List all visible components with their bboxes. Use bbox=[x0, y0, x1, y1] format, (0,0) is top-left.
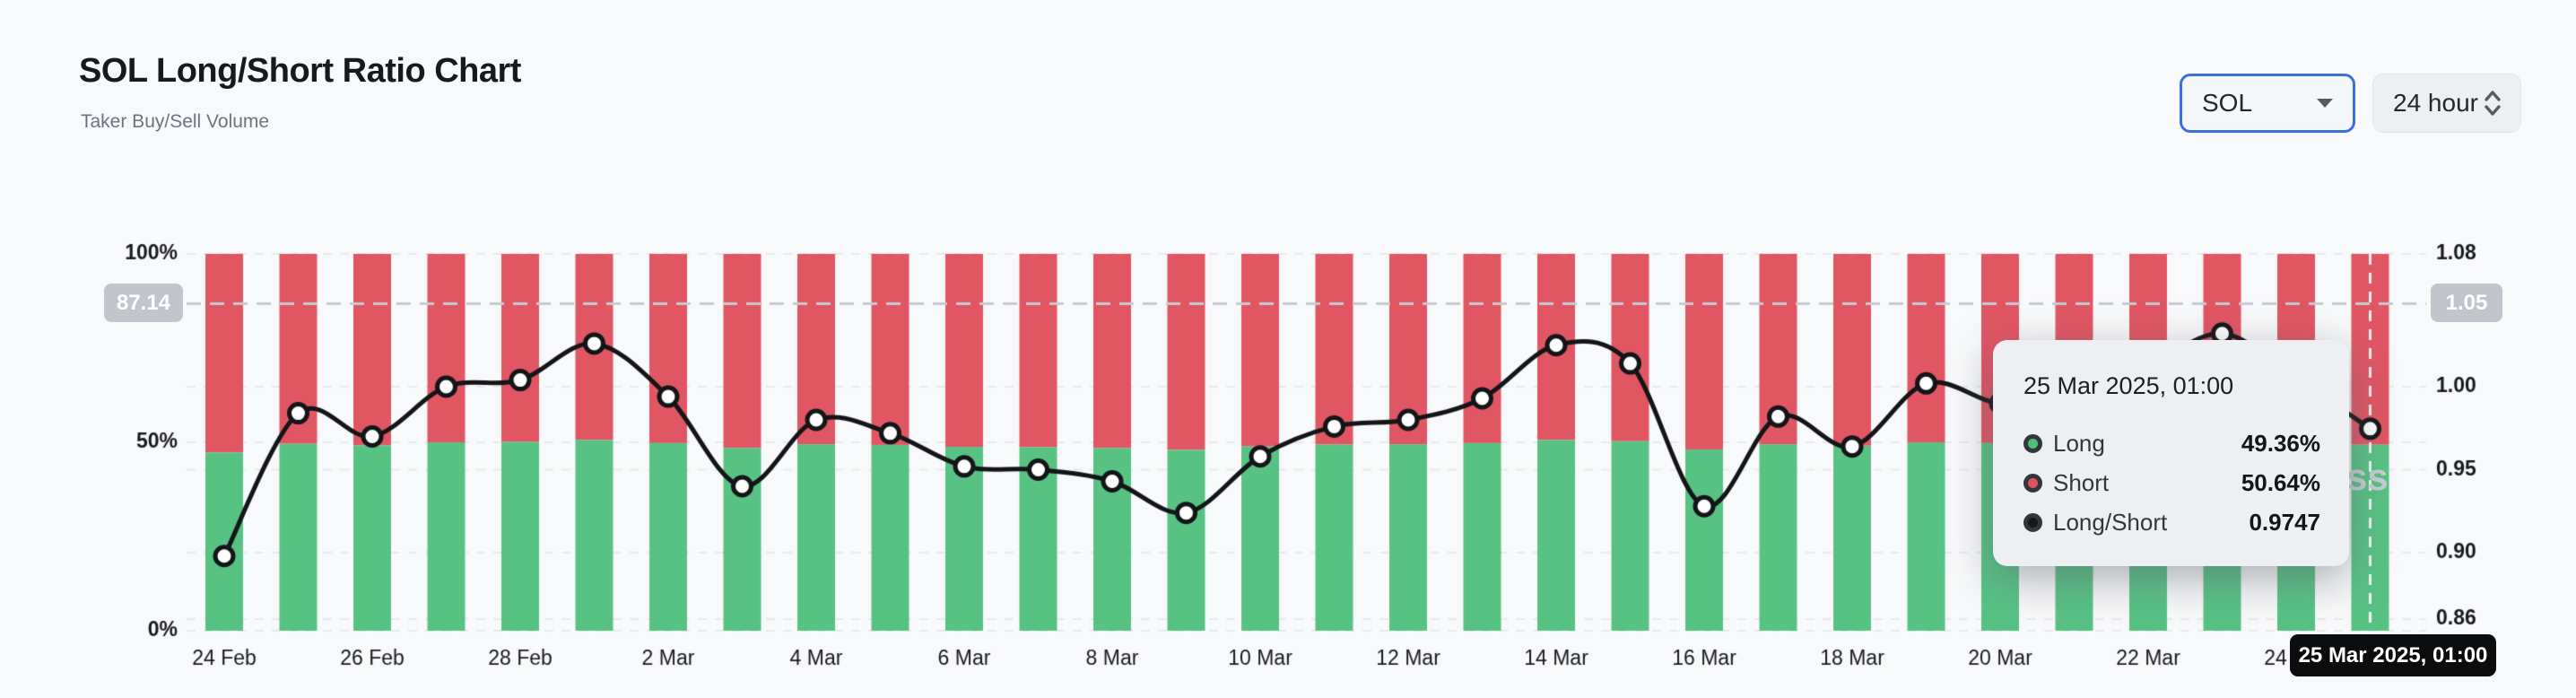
tooltip-long-value: 49.36% bbox=[2241, 429, 2320, 457]
tooltip-row-ratio: Long/Short 0.9747 bbox=[2023, 502, 2320, 542]
tooltip-short-label: Short bbox=[2053, 468, 2110, 496]
tooltip-short-value: 50.64% bbox=[2241, 468, 2320, 496]
tooltip-ratio-label: Long/Short bbox=[2053, 508, 2168, 536]
tooltip-ratio-value: 0.9747 bbox=[2249, 508, 2320, 536]
short-marker-icon bbox=[2023, 473, 2042, 493]
crosshair-date-label: 25 Mar 2025, 01:00 bbox=[2290, 634, 2496, 676]
watermark: ss bbox=[2346, 456, 2389, 498]
tooltip-title: 25 Mar 2025, 01:00 bbox=[2023, 372, 2234, 399]
tooltip-row-long: Long 49.36% bbox=[2023, 423, 2320, 463]
crosshair-right-badge: 1.05 bbox=[2431, 284, 2502, 322]
tooltip-long-label: Long bbox=[2053, 429, 2105, 457]
tooltip-row-short: Short 50.64% bbox=[2023, 463, 2320, 502]
tooltip-rows: Long 49.36% Short 50.64% Long/Short 0.97… bbox=[2023, 423, 2320, 542]
chart-tooltip: 25 Mar 2025, 01:00 Long 49.36% Short 50.… bbox=[1993, 340, 2349, 566]
crosshair-left-badge: 87.14 bbox=[104, 284, 183, 322]
long-short-marker-icon bbox=[2023, 512, 2042, 532]
long-marker-icon bbox=[2023, 433, 2042, 453]
